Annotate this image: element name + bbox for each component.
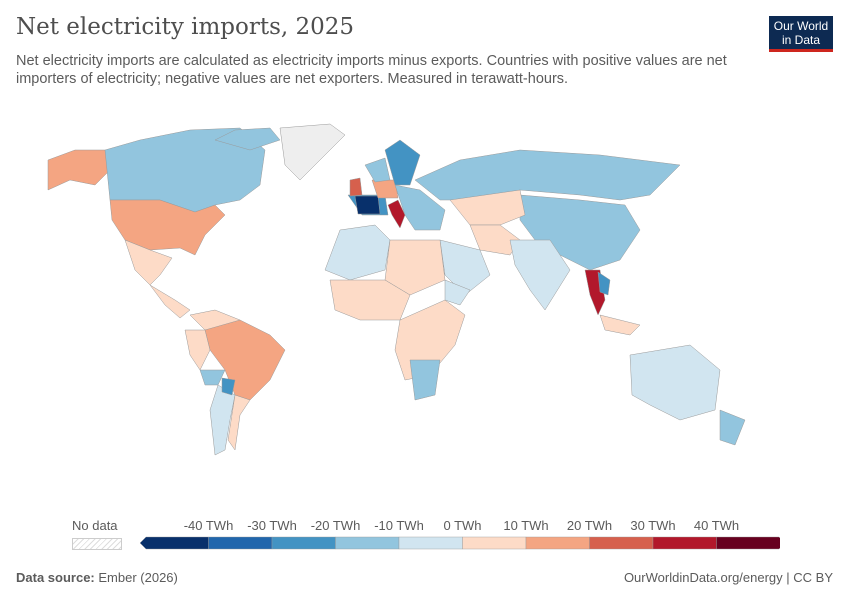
legend-bin[interactable] (335, 536, 400, 550)
legend-bin[interactable] (398, 536, 463, 550)
country-shape[interactable] (324, 224, 391, 281)
legend-tick: 10 TWh (503, 518, 549, 533)
logo-line1: Our World (773, 19, 829, 33)
legend-bin[interactable] (652, 536, 717, 550)
country-shape[interactable] (439, 239, 491, 296)
legend-bin[interactable] (271, 536, 336, 550)
legend-tick: -30 TWh (247, 518, 297, 533)
country-shape[interactable] (444, 279, 471, 306)
legend-bin[interactable] (462, 536, 527, 550)
country-shape[interactable] (109, 199, 226, 256)
country-shape[interactable] (279, 123, 346, 181)
country-shape[interactable] (394, 184, 446, 231)
country-shape[interactable] (124, 239, 173, 286)
country-shape[interactable] (409, 359, 441, 401)
country-shape[interactable] (349, 177, 363, 197)
color-legend: -40 TWh -30 TWh -20 TWh -10 TWh 0 TWh 10 TWh 2… (139, 515, 786, 560)
chart-subtitle: Net electricity imports are calculated a… (16, 53, 727, 87)
country-shape[interactable] (449, 189, 526, 226)
country-shape[interactable] (719, 409, 746, 446)
country-shape[interactable] (214, 127, 281, 151)
no-data-label: No data (72, 518, 118, 533)
country-shape[interactable] (204, 319, 286, 401)
legend-bin[interactable] (139, 536, 209, 550)
legend-bin[interactable] (208, 536, 273, 550)
country-shape[interactable] (597, 271, 611, 296)
country-shape[interactable] (184, 329, 211, 371)
logo-line2: in Data (781, 33, 821, 47)
source-value: Ember (2026) (98, 570, 178, 585)
country-shape[interactable] (47, 149, 111, 191)
legend-tick: -10 TWh (374, 518, 424, 533)
country-shape[interactable] (227, 394, 251, 451)
country-shape[interactable] (221, 377, 236, 396)
owid-logo[interactable]: Our World in Data (769, 16, 833, 52)
country-shape[interactable] (519, 194, 641, 271)
legend-tick: 40 TWh (693, 518, 740, 533)
country-shape[interactable] (384, 239, 446, 296)
footer-url[interactable]: OurWorldinData.org/energy | CC BY (623, 570, 833, 585)
legend-tick: 20 TWh (566, 518, 613, 533)
country-shape[interactable] (149, 284, 191, 319)
data-source: Data source: Ember (2026) (16, 570, 178, 585)
legend-tick: 30 TWh (630, 518, 676, 533)
legend-bin[interactable] (589, 536, 654, 550)
country-shape[interactable] (414, 149, 681, 201)
country-shape[interactable] (364, 157, 391, 183)
country-shape[interactable] (384, 139, 421, 186)
legend-bin[interactable] (716, 536, 786, 550)
legend-bin[interactable] (525, 536, 590, 550)
legend-tick: 0 TWh (443, 518, 482, 533)
country-shape[interactable] (354, 195, 381, 215)
country-shape[interactable] (509, 239, 571, 311)
legend-tick: -40 TWh (183, 518, 234, 533)
country-shape[interactable] (199, 369, 226, 386)
legend-tick: -20 TWh (310, 518, 361, 533)
chart-title: Net electricity imports, 2025 (16, 14, 355, 40)
country-shape[interactable] (629, 344, 721, 421)
source-label: Data source: (16, 570, 95, 585)
country-shape[interactable] (599, 314, 641, 336)
country-shape[interactable] (387, 199, 406, 229)
world-map (47, 123, 746, 456)
no-data-swatch (72, 538, 122, 550)
